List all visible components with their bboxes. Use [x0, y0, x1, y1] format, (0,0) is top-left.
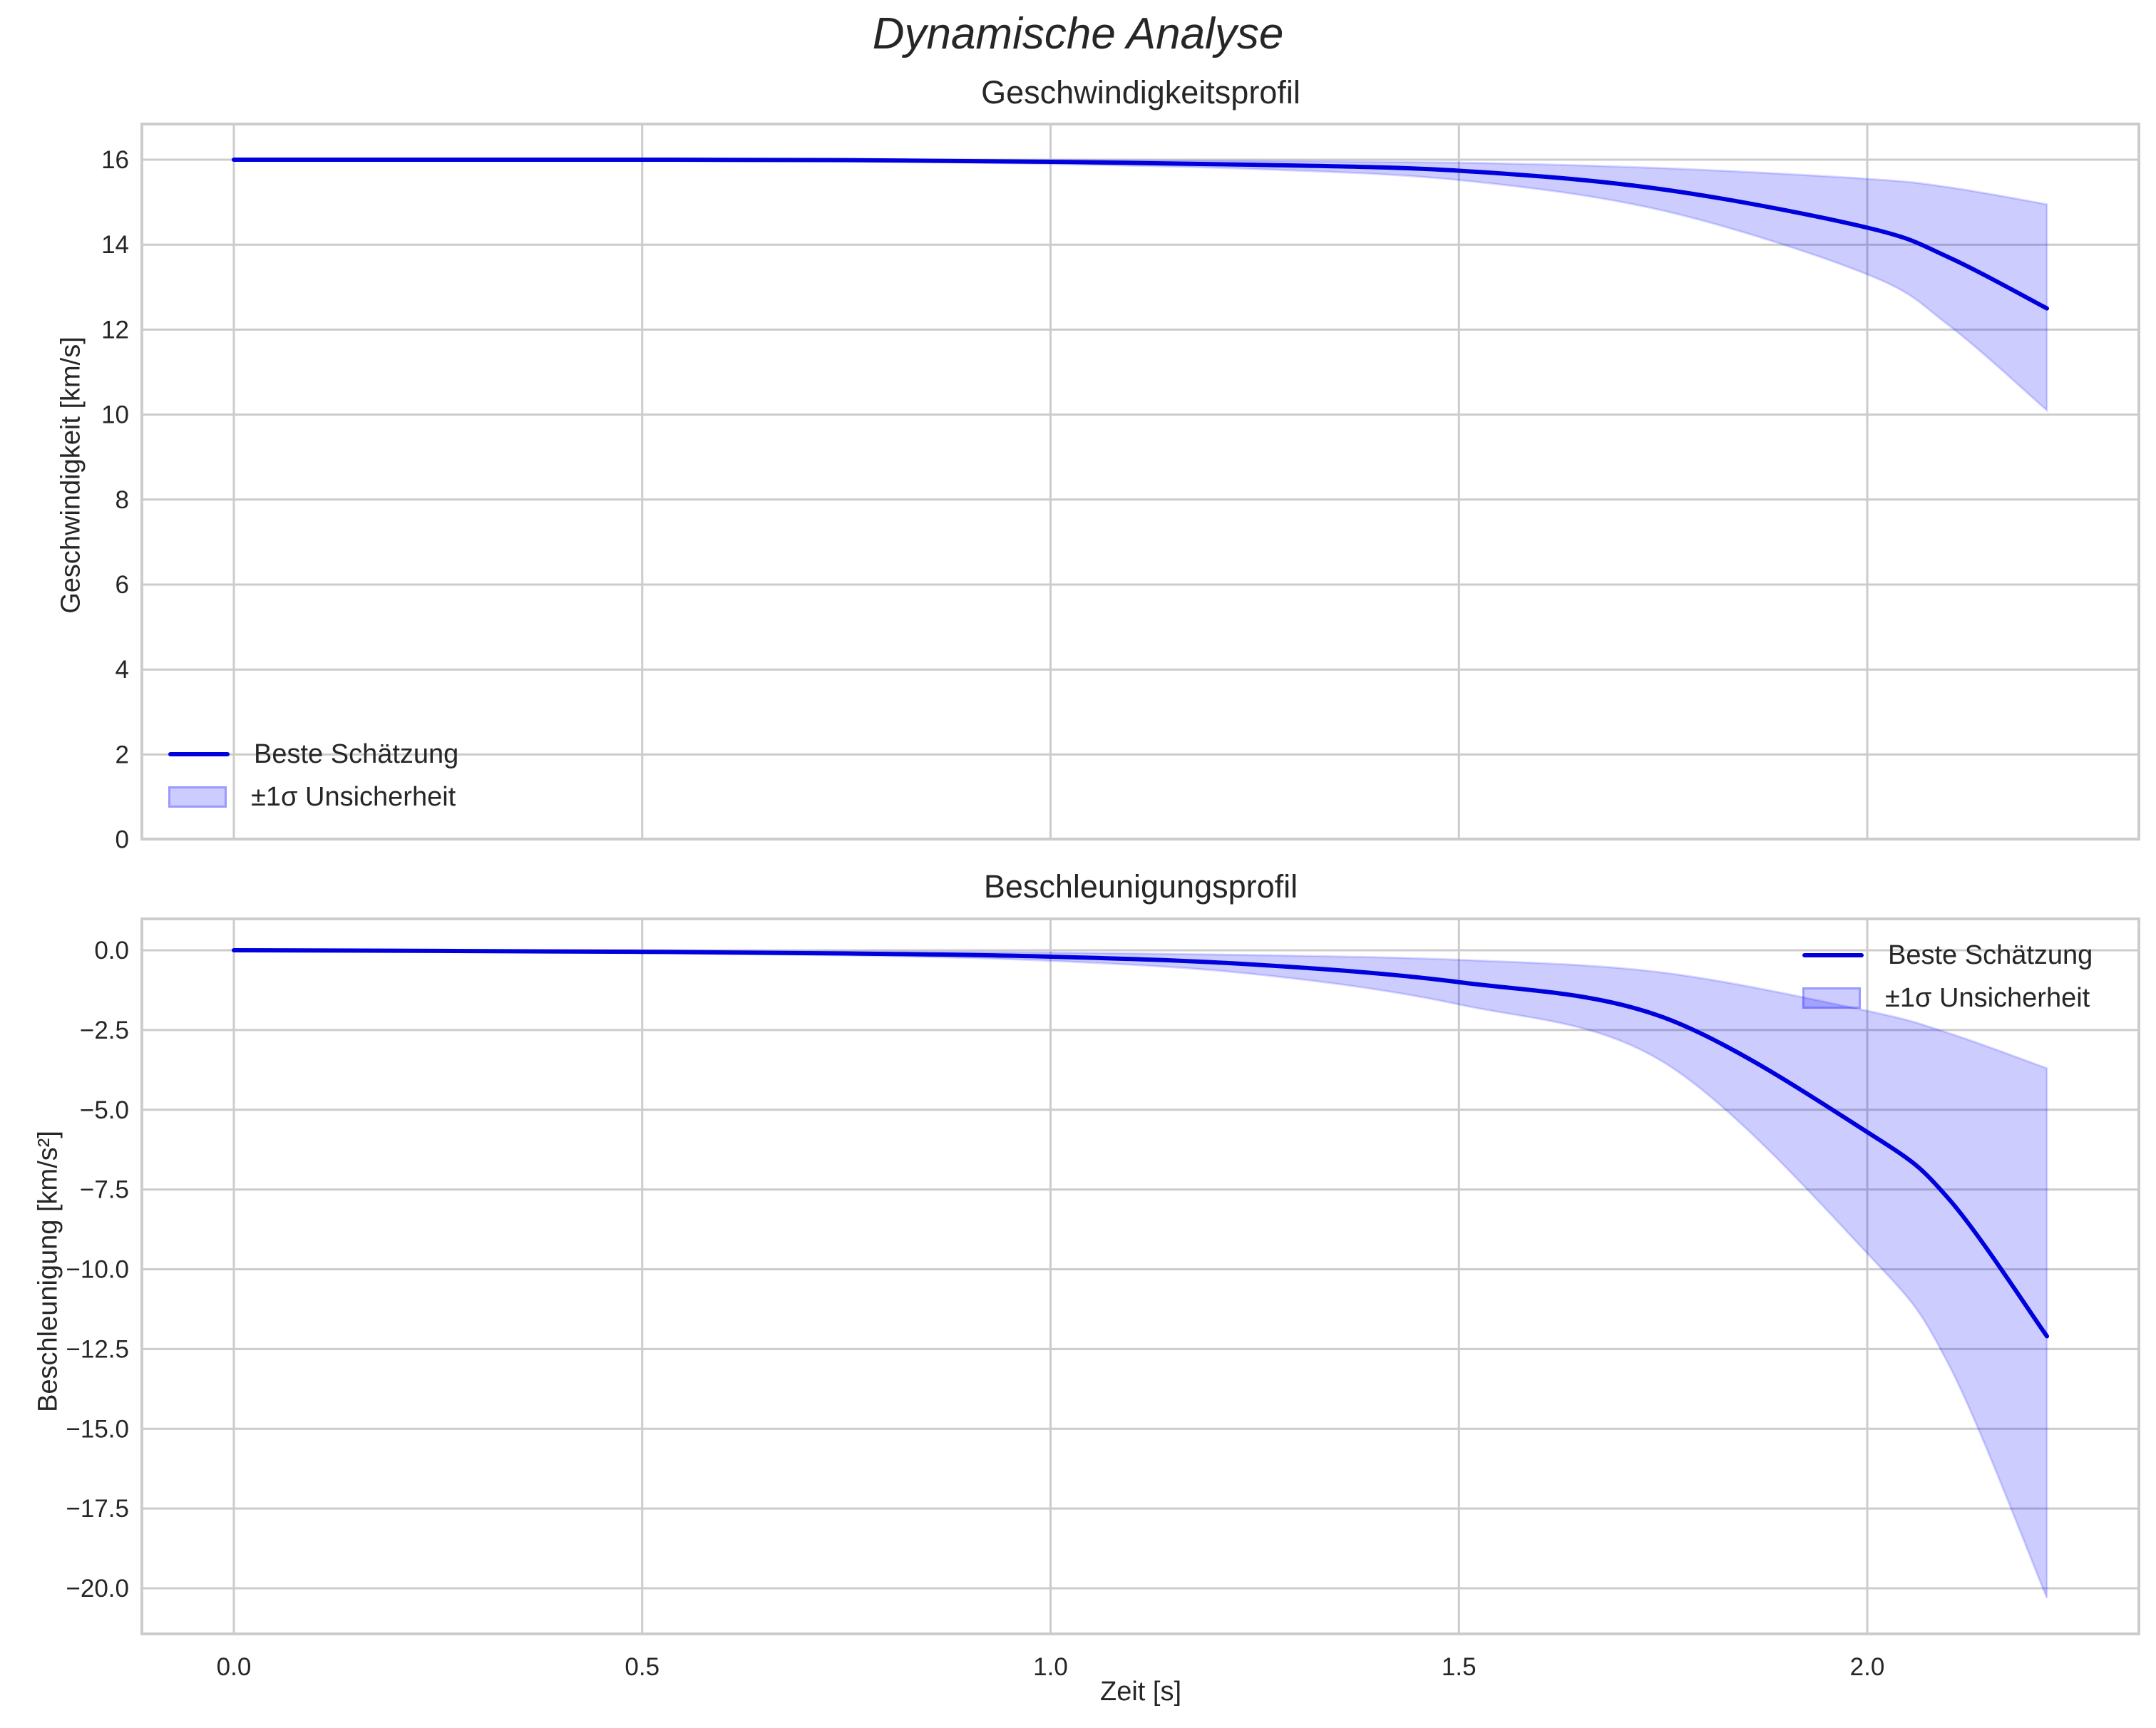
best-estimate-line	[232, 157, 2050, 311]
x-tick-label: 0.5	[625, 1653, 659, 1681]
y-tick-label: 0	[115, 826, 129, 854]
y-tick-label: −12.5	[66, 1335, 129, 1363]
y-tick-label: 4	[115, 656, 129, 684]
y-tick-label: 8	[115, 486, 129, 514]
y-tick-label: −15.0	[66, 1415, 129, 1443]
y-tick-label: −10.0	[66, 1256, 129, 1284]
acceleration-plot: 0.0 −2.5 −5.0 −7.5 −10.0 −12.5 −15.0 −17.5 −20.0…	[66, 917, 2140, 1681]
line-swatch-icon	[1802, 953, 1864, 957]
legend-label: Beste Schätzung	[1888, 940, 2093, 970]
axes-frame	[140, 917, 2140, 1635]
x-tick-label: 1.0	[1033, 1653, 1068, 1681]
legend-item-uncertainty: ±1σ Unsicherheit	[168, 776, 458, 818]
line-swatch-icon	[168, 752, 230, 756]
y-tick-label: −7.5	[80, 1176, 129, 1204]
legend-label: ±1σ Unsicherheit	[251, 781, 456, 812]
velocity-panel-title: Geschwindigkeitsprofil	[981, 74, 1300, 110]
x-tick-label: 0.0	[217, 1653, 252, 1681]
y-tick-label: 0.0	[94, 937, 129, 965]
legend-label: Beste Schätzung	[254, 739, 459, 769]
y-tick-label: −2.5	[80, 1017, 129, 1044]
y-tick-label: 6	[115, 571, 129, 599]
legend-item-best-estimate: Beste Schätzung	[168, 733, 458, 776]
band-swatch-icon	[1802, 987, 1861, 1009]
y-tick-label: 16	[101, 146, 129, 174]
y-tick-label: 2	[115, 741, 129, 768]
uncertainty-band	[233, 949, 2048, 1599]
y-tick-label: 10	[101, 401, 129, 429]
acceleration-panel-title: Beschleunigungsprofil	[983, 868, 1298, 905]
uncertainty-band	[234, 158, 2048, 413]
axes-frame	[140, 123, 2140, 840]
x-tick-label: 2.0	[1850, 1653, 1885, 1681]
velocity-plot: 0 2 4 6 8 10 12 14 16	[101, 123, 2140, 854]
y-tick-label: −20.0	[66, 1575, 129, 1603]
legend-item-uncertainty: ±1σ Unsicherheit	[1802, 977, 2093, 1019]
figure-title: Dynamische Analyse	[872, 9, 1284, 58]
x-axis-label: Zeit [s]	[1099, 1677, 1182, 1707]
y-tick-label: 12	[101, 316, 129, 344]
best-estimate-line	[232, 948, 2050, 1339]
band-swatch-icon	[168, 786, 227, 808]
y-tick-label: −17.5	[66, 1495, 129, 1523]
velocity-legend: Beste Schätzung ±1σ Unsicherheit	[168, 733, 458, 818]
legend-item-best-estimate: Beste Schätzung	[1802, 934, 2093, 977]
x-tick-label: 1.5	[1442, 1653, 1477, 1681]
acceleration-legend: Beste Schätzung ±1σ Unsicherheit	[1802, 934, 2093, 1019]
y-tick-label: 14	[101, 231, 129, 259]
legend-label: ±1σ Unsicherheit	[1885, 982, 2090, 1013]
y-tick-label: −5.0	[80, 1096, 129, 1124]
